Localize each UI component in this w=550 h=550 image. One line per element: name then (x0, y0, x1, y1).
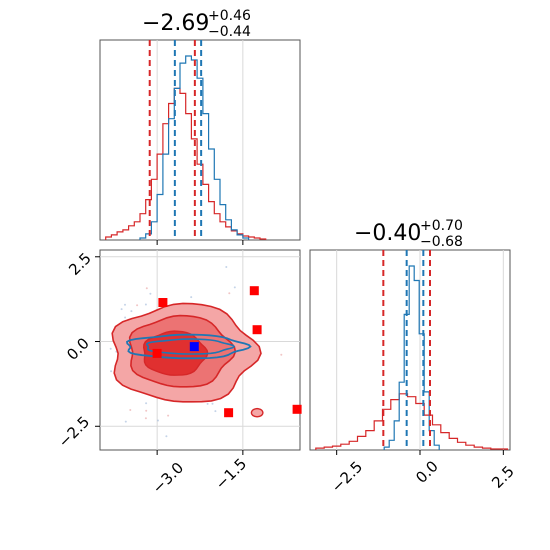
right-hist-frame (309, 249, 511, 451)
right-title: −0.40 (354, 221, 421, 246)
scatter-point (110, 370, 113, 373)
marker-square (292, 404, 302, 414)
top-title: −2.69 (142, 11, 209, 36)
marker-square (249, 286, 259, 296)
contour-red-island (250, 407, 264, 418)
hist-red-top (105, 87, 267, 240)
scatter-point (211, 402, 214, 405)
scatter-point (124, 303, 126, 306)
scatter-point (190, 296, 193, 299)
scatter-point (225, 266, 228, 268)
scatter-point (145, 402, 148, 405)
scatter-point (144, 303, 147, 306)
scatter-point (145, 287, 148, 290)
scatter-point (144, 417, 147, 420)
scatter-point (157, 419, 159, 422)
right-xtick-label: −2.5 (328, 458, 366, 496)
joint-ytick-label: −2.5 (55, 413, 93, 451)
joint-ytick-label: 2.5 (65, 249, 95, 279)
joint-xtick-label: −1.5 (212, 455, 250, 493)
hist-red-right (315, 393, 509, 450)
contour-blue-outer (126, 333, 252, 360)
scatter-point (228, 292, 231, 295)
scatter-point (167, 414, 170, 417)
marker-square (152, 348, 162, 358)
scatter-point (109, 347, 112, 350)
right-title-plus: +0.70 (420, 218, 463, 234)
scatter-point (149, 292, 152, 295)
scatter-point (129, 409, 132, 411)
scatter-point (280, 353, 283, 356)
top-title-minus: −0.44 (208, 24, 251, 40)
top-hist-frame (99, 39, 301, 241)
marker-square (158, 298, 168, 307)
scatter-point (120, 308, 123, 311)
top-title-plus: +0.46 (208, 8, 251, 24)
scatter-point (165, 435, 168, 438)
scatter-point (214, 410, 217, 413)
right-xtick-label: 2.5 (488, 462, 518, 492)
scatter-point (130, 310, 133, 313)
scatter-point (124, 316, 127, 319)
scatter-point (145, 409, 148, 412)
scatter-point (124, 420, 127, 423)
marker-square (252, 325, 262, 335)
right-title-value: −0.40 (354, 221, 421, 246)
right-xtick-label: 0.0 (412, 457, 442, 487)
marker-square (224, 408, 234, 418)
joint-frame (99, 249, 301, 451)
joint-xtick-label: −3.0 (149, 459, 187, 497)
scatter-point (233, 286, 236, 289)
marker-center (189, 342, 199, 352)
right-title-minus: −0.68 (420, 234, 463, 250)
top-title-value: −2.69 (142, 11, 209, 36)
contour-blue-inner (146, 338, 236, 355)
scatter-point (136, 304, 139, 307)
joint-ytick-label: 0.0 (63, 334, 93, 364)
scatter-point (206, 402, 209, 405)
